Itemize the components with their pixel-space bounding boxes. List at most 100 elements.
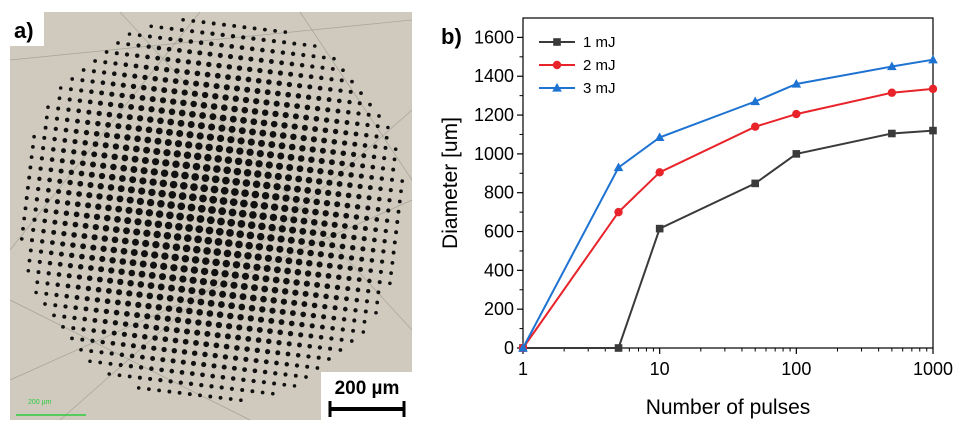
hole bbox=[196, 309, 203, 316]
hole bbox=[353, 131, 359, 137]
hole bbox=[259, 212, 267, 220]
hole bbox=[240, 199, 248, 208]
hole bbox=[63, 210, 70, 216]
hole bbox=[226, 64, 233, 70]
hole bbox=[136, 43, 141, 48]
hole bbox=[218, 301, 225, 308]
hole bbox=[86, 109, 92, 115]
hole bbox=[334, 118, 340, 124]
hole bbox=[249, 128, 256, 136]
hole bbox=[357, 101, 362, 106]
hole bbox=[137, 375, 142, 380]
hole bbox=[35, 280, 40, 285]
hole bbox=[300, 134, 307, 142]
hole bbox=[345, 192, 352, 199]
hole bbox=[202, 351, 208, 358]
hole bbox=[205, 320, 212, 327]
hole bbox=[99, 350, 104, 355]
hole bbox=[61, 230, 67, 237]
hole bbox=[93, 130, 100, 137]
hole bbox=[132, 322, 139, 329]
hole bbox=[267, 234, 275, 242]
hole bbox=[279, 60, 284, 66]
hole bbox=[320, 65, 325, 70]
hole bbox=[325, 273, 332, 279]
hole bbox=[307, 84, 313, 90]
hole bbox=[220, 280, 228, 288]
hole bbox=[46, 105, 50, 109]
hole bbox=[387, 198, 392, 203]
hole bbox=[97, 100, 103, 106]
hole bbox=[359, 91, 363, 95]
hole bbox=[255, 77, 262, 84]
hole bbox=[325, 189, 332, 197]
hole bbox=[129, 93, 136, 100]
hole bbox=[213, 165, 221, 173]
hole bbox=[126, 114, 133, 121]
hole bbox=[201, 20, 206, 25]
hole bbox=[268, 223, 276, 232]
hole bbox=[220, 32, 225, 38]
hole bbox=[116, 41, 120, 45]
hole bbox=[34, 290, 38, 295]
hole bbox=[337, 264, 343, 270]
hole bbox=[367, 278, 372, 284]
hole bbox=[89, 254, 96, 261]
hole bbox=[127, 32, 132, 36]
hole bbox=[163, 231, 172, 240]
hole bbox=[307, 343, 313, 349]
hole bbox=[185, 224, 193, 232]
hole bbox=[133, 145, 140, 153]
scratch-line bbox=[9, 19, 413, 61]
hole bbox=[135, 208, 143, 216]
hole bbox=[79, 347, 83, 352]
hole bbox=[81, 68, 86, 72]
hole bbox=[102, 319, 108, 325]
hole bbox=[169, 274, 177, 282]
hole bbox=[260, 47, 265, 53]
hole bbox=[328, 87, 333, 92]
hole bbox=[345, 109, 351, 115]
hole bbox=[223, 166, 231, 175]
hole bbox=[362, 225, 368, 232]
hole bbox=[362, 319, 367, 324]
hole bbox=[383, 145, 388, 150]
hole bbox=[238, 55, 244, 61]
hole bbox=[378, 186, 383, 192]
hole bbox=[338, 348, 343, 352]
hole bbox=[76, 191, 82, 197]
hole bbox=[107, 101, 114, 108]
hole bbox=[301, 52, 306, 58]
hole bbox=[48, 250, 54, 256]
hole bbox=[374, 311, 378, 315]
hole bbox=[266, 244, 274, 252]
hole bbox=[251, 36, 256, 41]
hole bbox=[283, 372, 288, 377]
hole bbox=[157, 388, 162, 393]
hole bbox=[142, 239, 150, 248]
hole bbox=[260, 202, 269, 210]
hole bbox=[176, 212, 184, 221]
hole bbox=[246, 325, 253, 332]
hole bbox=[38, 166, 43, 171]
hole bbox=[151, 86, 157, 92]
hole bbox=[19, 237, 24, 241]
hole bbox=[374, 217, 380, 222]
hole bbox=[23, 206, 28, 211]
hole bbox=[182, 244, 191, 253]
hole bbox=[229, 44, 235, 49]
hole bbox=[158, 273, 167, 281]
hole bbox=[190, 29, 195, 34]
hole bbox=[350, 79, 354, 84]
hole bbox=[82, 316, 88, 322]
hole bbox=[223, 249, 232, 258]
hole bbox=[185, 141, 193, 149]
hole bbox=[283, 30, 288, 34]
hole bbox=[368, 102, 372, 107]
hole bbox=[189, 276, 197, 284]
hole bbox=[70, 336, 74, 341]
hole bbox=[126, 42, 131, 47]
hole bbox=[356, 277, 362, 282]
hole bbox=[352, 224, 358, 231]
hole bbox=[83, 129, 90, 136]
